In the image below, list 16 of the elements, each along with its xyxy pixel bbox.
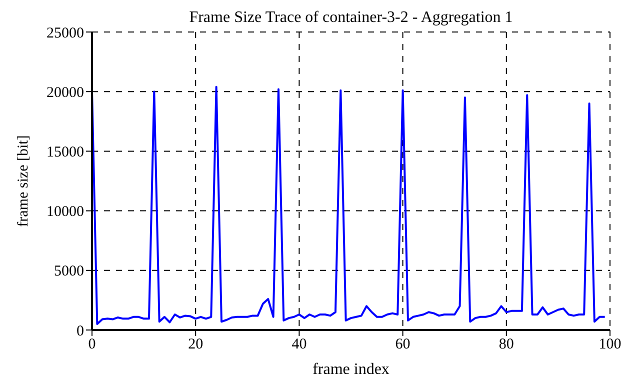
chart-title: Frame Size Trace of container-3-2 - Aggregation 1 <box>188 8 514 28</box>
x-tick-label: 0 <box>88 336 96 353</box>
y-tick-label: 0 <box>76 323 84 340</box>
y-tick-label: 15000 <box>46 144 84 161</box>
x-tick-label: 40 <box>292 336 307 353</box>
line-series <box>92 86 606 326</box>
y-tick-label: 5000 <box>54 264 84 280</box>
x-tick-label: 100 <box>598 336 622 353</box>
x-tick-label: 80 <box>498 336 514 353</box>
x-axis-title: frame index <box>312 361 390 378</box>
y-tick-label: 10000 <box>46 204 84 220</box>
y-axis-title: frame size [bit] <box>15 135 32 227</box>
x-tick-label: 60 <box>395 336 410 353</box>
x-tick-label: 20 <box>188 336 204 353</box>
y-tick-label: 25000 <box>46 25 84 42</box>
y-tick-label: 20000 <box>46 84 84 101</box>
